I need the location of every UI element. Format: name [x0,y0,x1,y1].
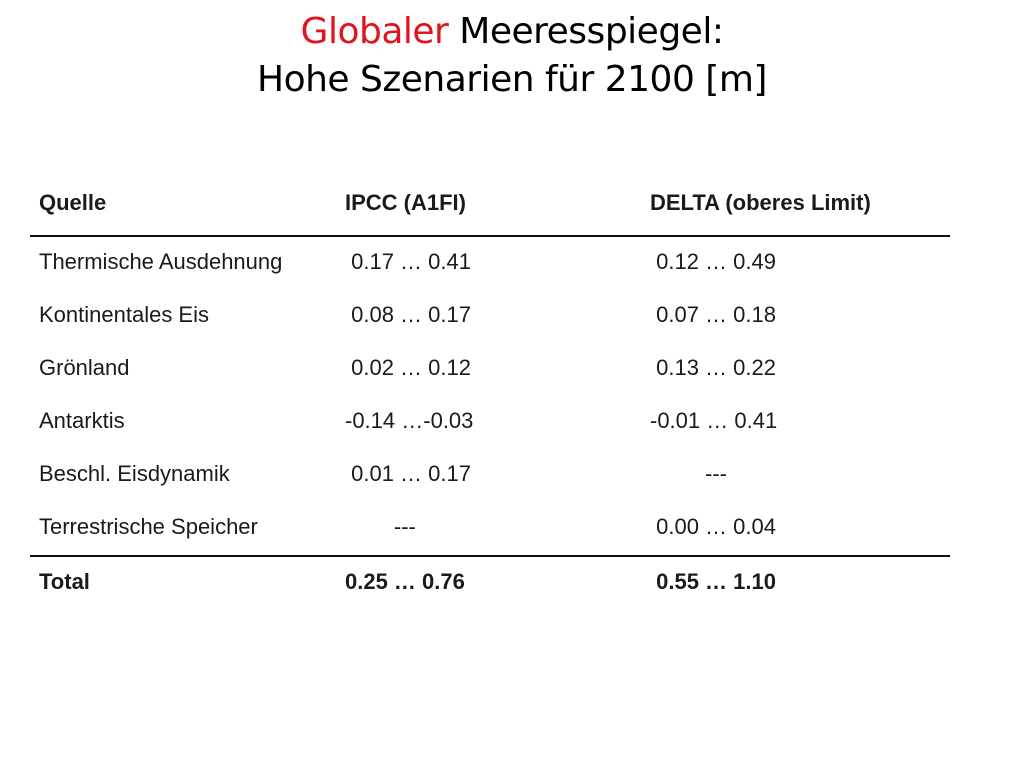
cell-ipcc: 0.01 … 0.17 [345,461,471,486]
table-row: Antarktis -0.14 …-0.03 -0.01 … 0.41 [30,396,950,449]
table-row: Terrestrische Speicher --- 0.00 … 0.04 [30,502,950,555]
cell-ipcc: --- [345,514,416,539]
total-delta: 0.55 … 1.10 [650,569,776,594]
table-total-row: Total 0.25 … 0.76 0.55 … 1.10 [30,557,950,610]
header-divider [30,235,950,237]
cell-delta: 0.13 … 0.22 [650,355,776,380]
cell-ipcc: -0.14 …-0.03 [345,408,474,433]
cell-ipcc: 0.17 … 0.41 [345,249,471,274]
title-rest: Meeresspiegel: [448,11,724,52]
table-header-row: Quelle IPCC (A1FI) DELTA (oberes Limit) [30,178,950,235]
sea-level-table: Quelle IPCC (A1FI) DELTA (oberes Limit) … [30,178,950,610]
cell-delta: --- [650,461,727,486]
cell-source: Thermische Ausdehnung [39,249,283,274]
title-accent-word: Globaler [300,11,449,52]
total-ipcc: 0.25 … 0.76 [345,569,465,594]
cell-source: Terrestrische Speicher [39,514,258,539]
cell-delta: -0.01 … 0.41 [650,408,778,433]
header-delta: DELTA (oberes Limit) [650,190,871,215]
cell-delta: 0.00 … 0.04 [650,514,776,539]
total-label: Total [39,569,90,594]
cell-ipcc: 0.08 … 0.17 [345,302,471,327]
slide-title: Globaler Meeresspiegel: Hohe Szenarien f… [0,8,1024,104]
cell-source: Grönland [39,355,130,380]
header-ipcc: IPCC (A1FI) [345,190,466,215]
cell-source: Kontinentales Eis [39,302,209,327]
cell-ipcc: 0.02 … 0.12 [345,355,471,380]
total-divider [30,555,950,557]
table-row: Beschl. Eisdynamik 0.01 … 0.17 --- [30,449,950,502]
cell-delta: 0.12 … 0.49 [650,249,776,274]
cell-source: Antarktis [39,408,125,433]
table-row: Kontinentales Eis 0.08 … 0.17 0.07 … 0.1… [30,290,950,343]
title-line-1: Globaler Meeresspiegel: [0,8,1024,56]
cell-source: Beschl. Eisdynamik [39,461,230,486]
table-row: Thermische Ausdehnung 0.17 … 0.41 0.12 …… [30,237,950,290]
title-line-2: Hohe Szenarien für 2100 [m] [257,59,767,100]
header-quelle: Quelle [39,190,107,215]
table-row: Grönland 0.02 … 0.12 0.13 … 0.22 [30,343,950,396]
cell-delta: 0.07 … 0.18 [650,302,776,327]
